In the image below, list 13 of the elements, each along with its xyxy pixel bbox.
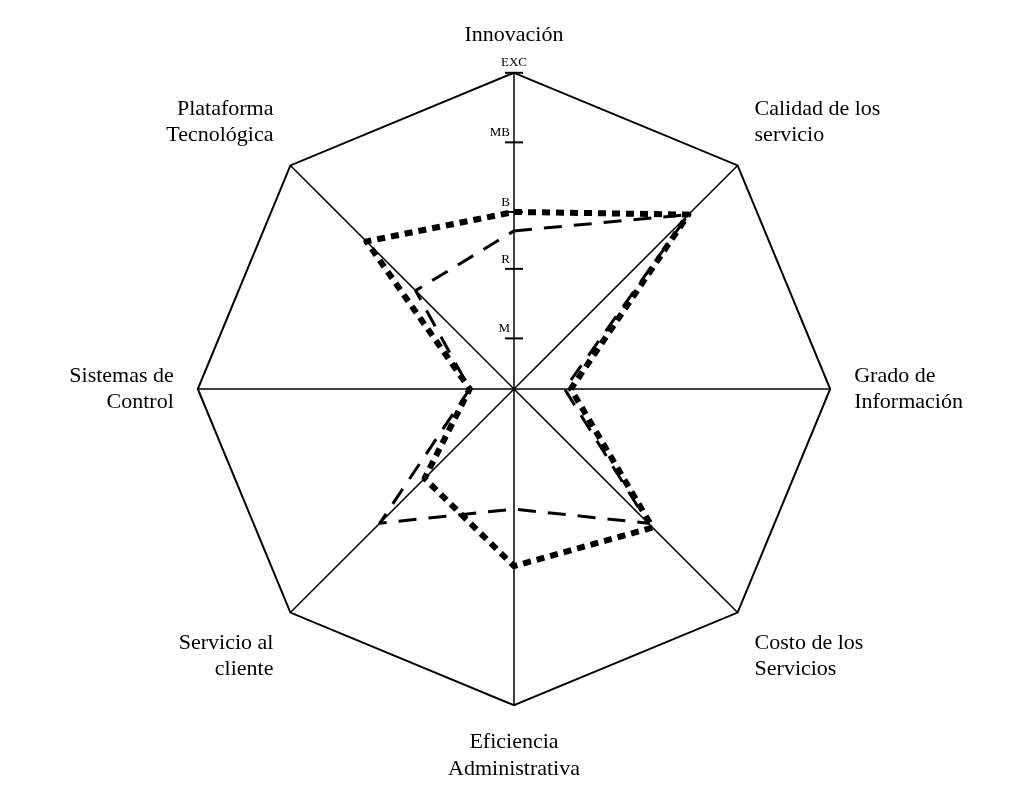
- y-tick-label: R: [501, 250, 511, 266]
- y-tick-label: B: [501, 193, 511, 209]
- spoke-label: Servicio al cliente: [178, 628, 274, 680]
- spoke-label: Grado de Información: [854, 361, 963, 413]
- spoke-label: Costo de los Servicios: [754, 628, 864, 680]
- y-tick-label: MB: [489, 124, 511, 140]
- y-tick-label: EXC: [501, 53, 527, 69]
- spoke-label: Plataforma Tecnológica: [166, 94, 274, 147]
- spoke-label: Eficiencia Administrativa: [448, 728, 581, 780]
- spoke-label: Innovación: [464, 21, 564, 47]
- spoke-label: Calidad de los servicio: [754, 94, 881, 147]
- y-tick-label: M: [498, 320, 511, 336]
- spoke-label: Sistemas de Control: [69, 361, 174, 413]
